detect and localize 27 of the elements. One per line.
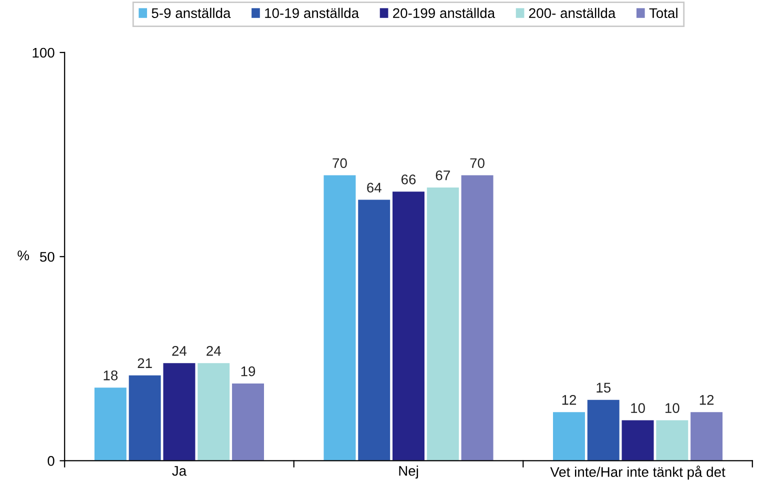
legend-label: 10-19 anställda xyxy=(265,8,360,18)
data-label: 24 xyxy=(172,346,187,356)
x-tick-label: Nej xyxy=(399,466,418,479)
legend-label: 5-9 anställda xyxy=(152,8,231,18)
data-label: 10 xyxy=(631,403,645,413)
y-tick-label: 100 xyxy=(32,48,54,58)
data-label: 10 xyxy=(665,403,680,413)
data-label: 70 xyxy=(470,158,484,168)
x-tick-label: Vet inte/Har inte tänkt på det xyxy=(550,466,726,480)
y-tick-label: 0 xyxy=(48,456,54,466)
legend-label: 200- anställda xyxy=(529,8,616,18)
data-label: 15 xyxy=(596,382,611,393)
data-label: 19 xyxy=(241,366,256,376)
data-label: 70 xyxy=(332,158,347,168)
y-axis-title: % xyxy=(18,250,30,260)
y-tick-label: 50 xyxy=(40,252,54,262)
legend-label: Total xyxy=(649,8,678,18)
data-label: 66 xyxy=(401,174,416,184)
data-label: 12 xyxy=(700,394,714,405)
data-label: 67 xyxy=(436,170,450,180)
legend-label: 20-199 anställda xyxy=(393,8,496,18)
data-label: 18 xyxy=(104,370,118,380)
data-label: 24 xyxy=(206,346,221,356)
data-label: 64 xyxy=(367,182,382,193)
data-label: 12 xyxy=(562,394,576,405)
x-tick-label: Ja xyxy=(172,466,187,476)
data-label: 21 xyxy=(138,358,152,368)
